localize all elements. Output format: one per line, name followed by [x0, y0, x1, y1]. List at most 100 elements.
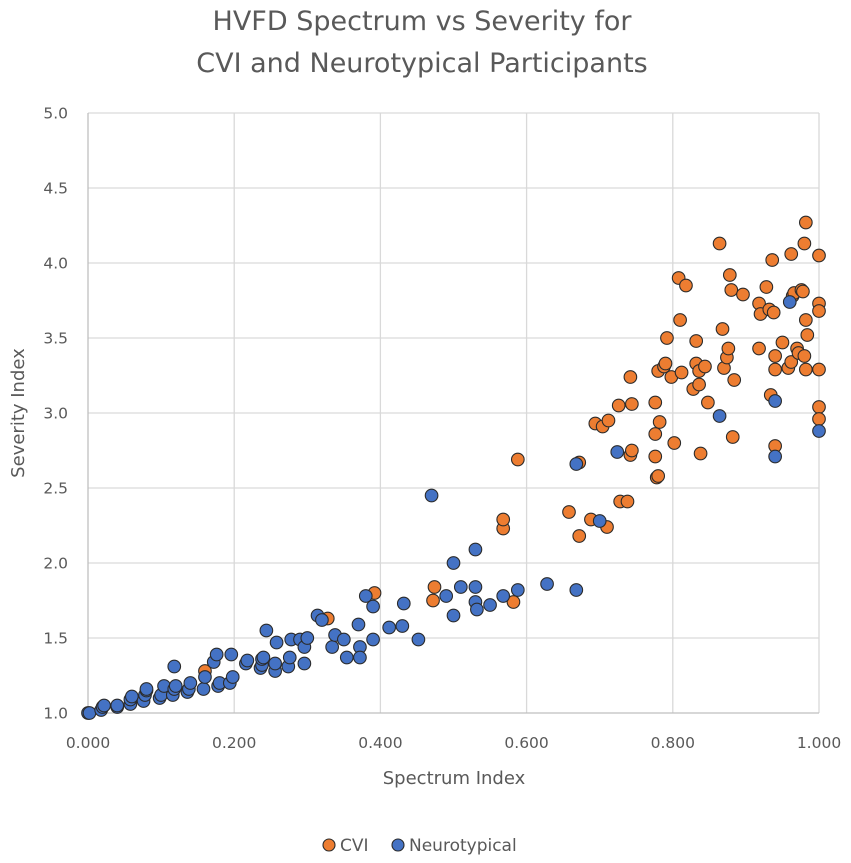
data-point-cvi	[736, 287, 750, 302]
data-point-cvi	[506, 595, 521, 609]
x-axis-tick-labels: 0.000 0.200 0.400 0.600 0.800 1.000	[66, 734, 841, 752]
x-tick-label: 0.400	[358, 734, 402, 752]
data-point-cvi	[510, 452, 525, 467]
data-point-cvi	[798, 362, 813, 377]
x-tick-label: 0.600	[504, 734, 548, 752]
data-point-cvi	[667, 436, 682, 450]
data-point-neurotypical	[483, 598, 497, 612]
chart-title-line-1: HVFD Spectrum vs Severity for	[213, 6, 633, 37]
data-point-neurotypical	[97, 698, 111, 713]
data-point-cvi	[766, 305, 781, 320]
data-point-neurotypical	[446, 608, 461, 623]
data-point-neurotypical	[468, 580, 483, 594]
data-point-cvi	[800, 328, 815, 342]
data-point-cvi	[715, 322, 730, 336]
data-point-neurotypical	[259, 623, 274, 638]
data-point-neurotypical	[782, 295, 797, 309]
data-point-neurotypical	[268, 656, 282, 671]
data-point-cvi	[611, 398, 626, 413]
data-point-cvi	[722, 268, 737, 282]
x-tick-label: 1.000	[797, 734, 841, 752]
data-point-cvi	[426, 593, 440, 608]
data-point-neurotypical	[339, 650, 354, 665]
data-point-neurotypical	[125, 689, 139, 704]
x-tick-label: 0.800	[651, 734, 695, 752]
data-point-neurotypical	[139, 682, 154, 696]
data-point-neurotypical	[196, 682, 211, 696]
y-axis-tick-labels: 1.0 1.5 2.0 2.5 3.0 3.5 4.0 4.5 5.0	[43, 105, 68, 723]
data-point-neurotypical	[337, 632, 351, 647]
x-tick-label: 0.000	[66, 734, 110, 752]
data-point-neurotypical	[510, 583, 525, 597]
data-point-cvi	[496, 512, 511, 527]
y-tick-label: 1.0	[43, 705, 68, 723]
data-point-cvi	[768, 362, 782, 377]
data-point-cvi	[768, 349, 782, 363]
series-neurotypical	[81, 295, 826, 720]
data-point-neurotypical	[768, 394, 782, 408]
data-point-neurotypical	[468, 542, 483, 557]
data-point-neurotypical	[225, 670, 240, 684]
data-point-cvi	[775, 335, 790, 350]
data-point-neurotypical	[592, 514, 607, 528]
data-point-neurotypical	[411, 632, 426, 647]
data-point-cvi	[692, 377, 706, 392]
data-point-cvi	[812, 248, 826, 263]
legend-label-cvi: CVI	[340, 836, 369, 856]
data-point-cvi	[693, 446, 708, 461]
axes	[87, 113, 819, 714]
data-point-cvi	[721, 341, 736, 356]
data-point-neurotypical	[168, 679, 183, 693]
data-point-neurotypical	[569, 457, 584, 471]
data-point-neurotypical	[282, 650, 297, 665]
y-tick-label: 4.5	[43, 180, 68, 198]
legend-marker-cvi	[322, 838, 336, 852]
data-point-cvi	[660, 331, 674, 345]
data-point-cvi	[797, 236, 812, 251]
data-point-neurotypical	[256, 650, 271, 665]
data-point-cvi	[759, 280, 774, 294]
data-point-cvi	[652, 415, 667, 429]
data-point-neurotypical	[382, 620, 397, 635]
data-point-neurotypical	[395, 619, 410, 633]
data-point-cvi	[625, 443, 639, 458]
data-point-cvi	[427, 580, 442, 594]
data-point-cvi	[784, 247, 799, 261]
data-point-neurotypical	[315, 613, 329, 627]
data-point-cvi	[562, 505, 576, 519]
y-tick-label: 5.0	[43, 105, 68, 123]
y-tick-label: 3.5	[43, 330, 68, 348]
data-point-cvi	[727, 373, 742, 387]
data-point-cvi	[648, 395, 663, 410]
data-point-neurotypical	[240, 653, 255, 668]
data-point-cvi	[623, 370, 638, 384]
data-point-neurotypical	[446, 556, 461, 570]
y-axis-title: Severity Index	[8, 348, 29, 478]
data-point-neurotypical	[366, 599, 380, 614]
data-point-neurotypical	[353, 650, 367, 665]
series-cvi	[198, 215, 826, 678]
data-point-cvi	[784, 355, 799, 369]
data-point-neurotypical	[540, 577, 554, 591]
data-point-neurotypical	[224, 647, 239, 662]
data-point-cvi	[812, 304, 826, 318]
data-point-cvi	[679, 278, 693, 293]
data-point-cvi	[724, 283, 739, 297]
data-point-cvi	[798, 215, 813, 230]
data-point-neurotypical	[768, 449, 782, 464]
data-point-neurotypical	[300, 631, 315, 645]
data-point-cvi	[698, 359, 712, 374]
data-point-cvi	[674, 365, 689, 380]
gridlines	[88, 112, 820, 713]
data-point-neurotypical	[183, 676, 198, 690]
chart-title-line-2: CVI and Neurotypical Participants	[196, 48, 647, 79]
data-point-cvi	[712, 236, 727, 251]
data-point-cvi	[648, 427, 663, 441]
y-tick-label: 3.0	[43, 405, 68, 423]
data-point-cvi	[658, 356, 673, 371]
data-point-cvi	[812, 362, 826, 377]
data-point-cvi	[625, 397, 639, 411]
data-point-neurotypical	[812, 424, 826, 438]
data-point-neurotypical	[269, 635, 284, 650]
